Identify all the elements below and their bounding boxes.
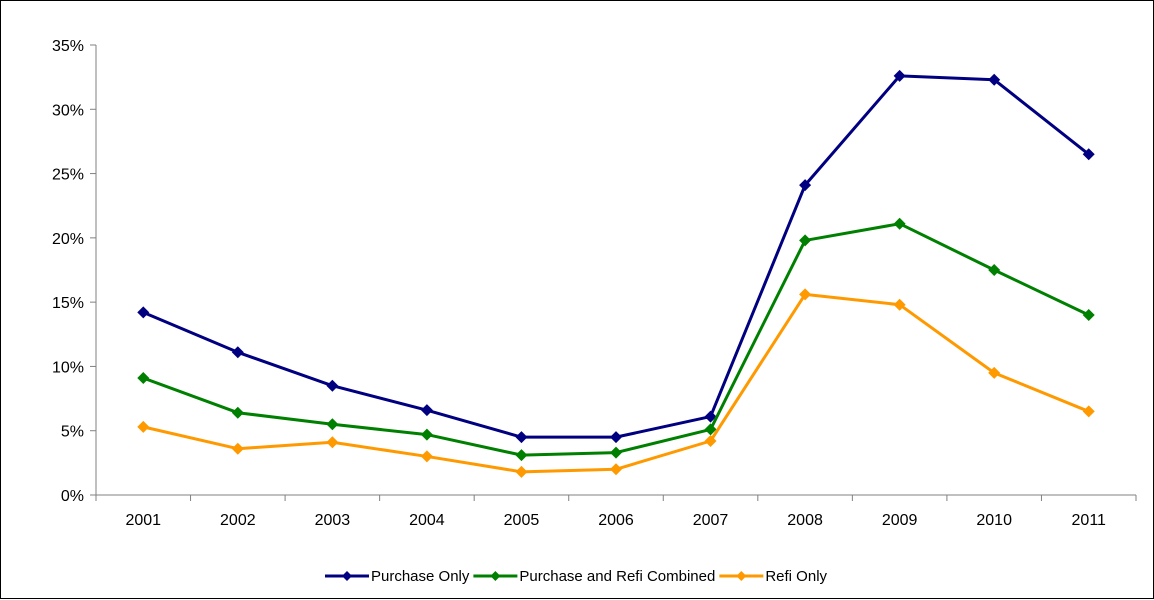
legend-label: Purchase and Refi Combined: [519, 568, 715, 585]
x-tick-label: 2009: [882, 512, 918, 529]
data-point: [137, 372, 150, 384]
x-tick-label: 2005: [504, 512, 540, 529]
data-point: [231, 406, 244, 419]
data-point: [420, 404, 433, 417]
data-point: [893, 217, 906, 230]
y-tick-label: 30%: [52, 102, 84, 119]
data-point: [515, 465, 528, 478]
legend: Purchase Only Purchase and Refi Combined R…: [325, 568, 828, 585]
data-point: [704, 410, 717, 423]
data-point: [988, 73, 1001, 86]
data-point: [1082, 309, 1095, 321]
series-0: [137, 69, 1095, 444]
data-point: [1082, 148, 1095, 161]
data-point: [704, 423, 717, 436]
data-point: [420, 450, 433, 463]
y-tick-label: 5%: [61, 424, 84, 441]
data-point: [231, 442, 244, 455]
legend-marker: [342, 571, 352, 581]
legend-item: Purchase Only: [325, 568, 470, 585]
data-point: [799, 288, 812, 301]
y-tick-label: 25%: [52, 167, 84, 184]
series-1: [137, 217, 1095, 462]
data-point: [326, 436, 339, 449]
data-point: [420, 428, 433, 441]
series-line: [142, 74, 1090, 439]
data-point: [610, 431, 622, 444]
x-tick-label: 2006: [598, 512, 634, 529]
data-point: [610, 463, 622, 476]
series-2: [137, 288, 1095, 478]
data-point: [799, 234, 812, 247]
x-tick-label: 2010: [976, 512, 1012, 529]
data-point: [704, 435, 717, 447]
data-point: [1082, 405, 1095, 418]
y-tick-label: 10%: [52, 359, 84, 376]
data-point: [610, 446, 622, 459]
data-point: [137, 306, 150, 319]
x-tick-label: 2001: [125, 512, 161, 529]
data-point: [799, 179, 812, 192]
x-tick-label: 2011: [1072, 512, 1107, 529]
y-tick-label: 15%: [52, 295, 84, 312]
data-point: [893, 298, 906, 311]
series-layer: [137, 69, 1095, 478]
x-tick-label: 2008: [787, 512, 823, 529]
data-point: [988, 264, 1001, 276]
legend-item: Refi Only: [719, 568, 828, 585]
data-point: [231, 346, 244, 359]
axes: 0% 5% 10% 15% 20% 25% 30% 35% 2001 2002 2003 2004 20…: [52, 38, 1137, 529]
x-tick-label: 2002: [220, 512, 256, 529]
data-point: [326, 379, 339, 392]
data-point: [515, 431, 528, 444]
y-tick-label: 0%: [61, 488, 84, 505]
data-point: [326, 418, 339, 431]
x-tick-label: 2004: [409, 512, 445, 529]
data-point: [893, 69, 906, 82]
series-line: [142, 292, 1090, 474]
x-tick-label: 2007: [693, 512, 729, 529]
legend-item: Purchase and Refi Combined: [473, 568, 715, 585]
data-point: [988, 366, 1001, 379]
legend-label: Purchase Only: [371, 568, 470, 585]
x-tick-label: 2003: [315, 512, 351, 529]
legend-marker: [736, 571, 747, 581]
y-tick-label: 20%: [52, 231, 84, 248]
y-tick-label: 35%: [52, 38, 84, 55]
data-point: [515, 449, 528, 462]
data-point: [137, 420, 150, 433]
legend-marker: [490, 571, 501, 581]
legend-label: Refi Only: [765, 568, 827, 585]
